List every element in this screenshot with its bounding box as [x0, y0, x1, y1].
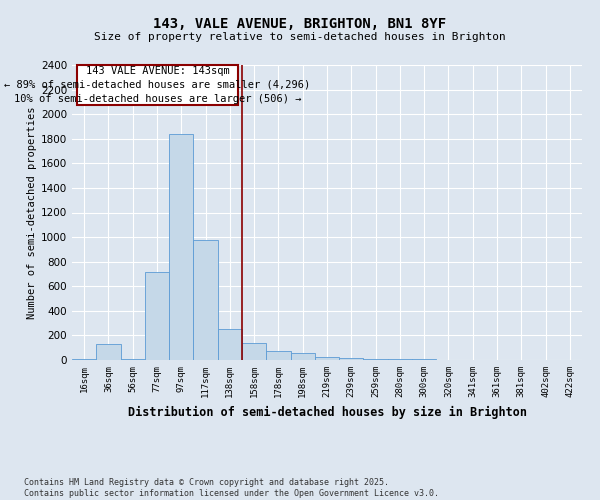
Bar	[169, 134, 193, 360]
Bar	[290, 353, 315, 360]
Text: Contains HM Land Registry data © Crown copyright and database right 2025.
Contai: Contains HM Land Registry data © Crown c…	[24, 478, 439, 498]
Text: 143 VALE AVENUE: 143sqm
← 89% of semi-detached houses are smaller (4,296)
10% of: 143 VALE AVENUE: 143sqm ← 89% of semi-de…	[4, 66, 311, 104]
Bar	[364, 359, 388, 360]
Bar	[193, 240, 218, 360]
Text: Size of property relative to semi-detached houses in Brighton: Size of property relative to semi-detach…	[94, 32, 506, 42]
FancyBboxPatch shape	[77, 65, 238, 105]
Bar	[218, 330, 242, 360]
X-axis label: Distribution of semi-detached houses by size in Brighton: Distribution of semi-detached houses by …	[128, 406, 527, 418]
Bar	[388, 359, 412, 360]
Bar	[145, 272, 169, 360]
Bar	[315, 357, 339, 360]
Bar	[242, 344, 266, 360]
Y-axis label: Number of semi-detached properties: Number of semi-detached properties	[27, 106, 37, 319]
Bar	[412, 359, 436, 360]
Text: 143, VALE AVENUE, BRIGHTON, BN1 8YF: 143, VALE AVENUE, BRIGHTON, BN1 8YF	[154, 18, 446, 32]
Bar	[96, 344, 121, 360]
Bar	[266, 352, 290, 360]
Bar	[339, 358, 364, 360]
